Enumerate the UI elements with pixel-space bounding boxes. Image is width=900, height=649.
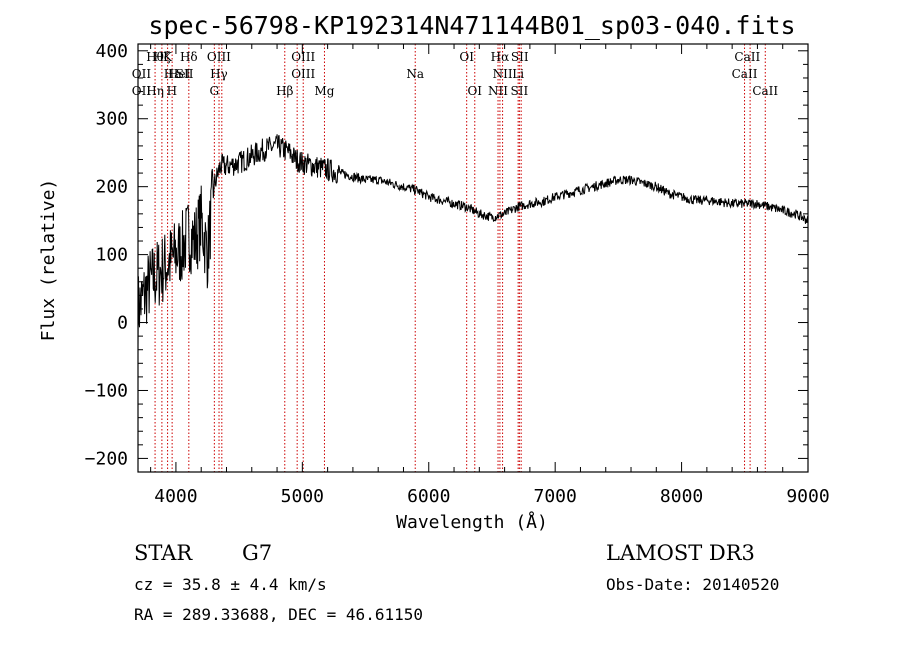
line-label: Mg xyxy=(314,84,334,98)
line-label: Li xyxy=(512,67,524,81)
x-axis-label: Wavelength (Å) xyxy=(396,511,548,533)
x-tick-label: 9000 xyxy=(786,486,829,507)
line-label: NII xyxy=(488,84,508,98)
observation-date: Obs-Date: 20140520 xyxy=(606,575,779,594)
y-tick-label: 0 xyxy=(117,313,128,334)
y-tick-label: 100 xyxy=(95,245,128,266)
plot-frame xyxy=(137,43,809,473)
line-label: HeI xyxy=(168,67,191,81)
line-label: CaII xyxy=(732,67,758,81)
line-label: Hδ xyxy=(180,50,198,64)
line-label: CaII xyxy=(734,50,760,64)
line-label: SII xyxy=(511,50,529,64)
line-label: SII xyxy=(176,67,194,81)
line-label: Hα xyxy=(491,50,510,64)
chart-title: spec-56798-KP192314N471144B01_sp03-040.f… xyxy=(148,11,795,40)
spectrum-series-line xyxy=(137,134,809,347)
line-label: Hε xyxy=(164,67,181,81)
line-label: OI xyxy=(459,50,474,64)
y-axis-ticks: −200 −100 0 100 200 300 400 xyxy=(85,41,808,469)
x-tick-label: 5000 xyxy=(281,486,324,507)
line-label: OIII xyxy=(291,50,315,64)
y-axis-label: Flux (relative) xyxy=(38,179,59,342)
line-label: K xyxy=(163,50,173,64)
y-tick-label: 300 xyxy=(95,109,128,130)
y-tick-label: 400 xyxy=(95,41,128,62)
line-label: OIII xyxy=(291,67,315,81)
y-tick-label: 200 xyxy=(95,177,128,198)
line-label: OII xyxy=(132,67,152,81)
line-label: Hθ xyxy=(146,50,164,64)
line-label: CaII xyxy=(752,84,778,98)
x-tick-label: 4000 xyxy=(154,486,197,507)
emission-line-markers xyxy=(154,44,766,472)
y-tick-label: −100 xyxy=(85,380,128,401)
line-label: SII xyxy=(511,84,529,98)
line-label: H xyxy=(167,84,177,98)
object-class: STAR xyxy=(134,541,193,565)
line-label: G xyxy=(210,84,220,98)
x-tick-label: 7000 xyxy=(533,486,576,507)
line-label: Hβ xyxy=(276,84,293,98)
y-tick-label: −200 xyxy=(85,448,128,469)
line-label: Hγ xyxy=(210,67,228,81)
x-tick-label: 6000 xyxy=(407,486,450,507)
line-label: OIII xyxy=(207,50,231,64)
x-tick-label: 8000 xyxy=(660,486,703,507)
ra-dec-coordinates: RA = 289.33688, DEC = 46.61150 xyxy=(134,605,423,624)
object-subclass: G7 xyxy=(242,541,272,565)
redshift-cz: cz = 35.8 ± 4.4 km/s xyxy=(134,575,327,594)
survey-name: LAMOST DR3 xyxy=(606,541,755,565)
line-label: OII xyxy=(132,84,152,98)
line-label: Na xyxy=(406,67,424,81)
line-label: NII xyxy=(493,67,513,81)
x-axis-ticks: 4000 5000 6000 7000 8000 9000 xyxy=(150,44,830,507)
line-label: Hη xyxy=(146,84,164,98)
line-label: Hζ xyxy=(153,50,170,64)
line-label: OI xyxy=(467,84,482,98)
